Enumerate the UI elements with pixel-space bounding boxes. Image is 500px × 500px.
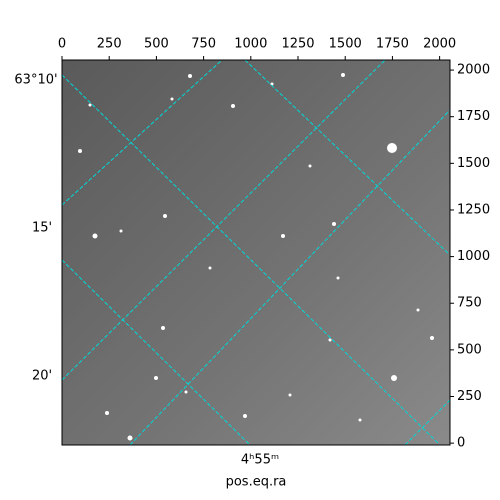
y-tick-label: 2000	[457, 63, 490, 78]
x-tick-label: 750	[191, 37, 216, 52]
y-tick-label: 250	[457, 389, 482, 404]
y-tick-label: 1500	[457, 156, 490, 171]
x-tick-label: 1000	[234, 37, 267, 52]
y-tick-label: 500	[457, 342, 482, 357]
x-tick-label: 1250	[281, 37, 314, 52]
ra-tick-label: 4ʰ55ᵐ	[241, 453, 279, 468]
dec-tick-label: 63°10'	[14, 73, 57, 88]
x-tick-label: 1500	[329, 37, 362, 52]
stars	[78, 73, 434, 441]
dec-tick-label: 20'	[32, 369, 52, 384]
y-tick-label: 1000	[457, 249, 490, 264]
x-tick-label: 1750	[376, 37, 409, 52]
y-tick-label: 1250	[457, 202, 490, 217]
coordinate-grid	[62, 60, 450, 445]
x-tick-label: 2000	[423, 37, 456, 52]
frame	[61, 59, 451, 446]
x-tick-label: 0	[58, 37, 66, 52]
y-tick-label: 750	[457, 296, 482, 311]
y-tick-label: 1750	[457, 109, 490, 124]
x-tick-label: 250	[97, 37, 122, 52]
y-tick-label: 0	[457, 436, 465, 451]
sky-image	[62, 60, 450, 445]
x-tick-label: 500	[144, 37, 169, 52]
dec-tick-label: 15'	[32, 221, 52, 236]
x-axis-label: pos.eq.ra	[226, 475, 287, 490]
